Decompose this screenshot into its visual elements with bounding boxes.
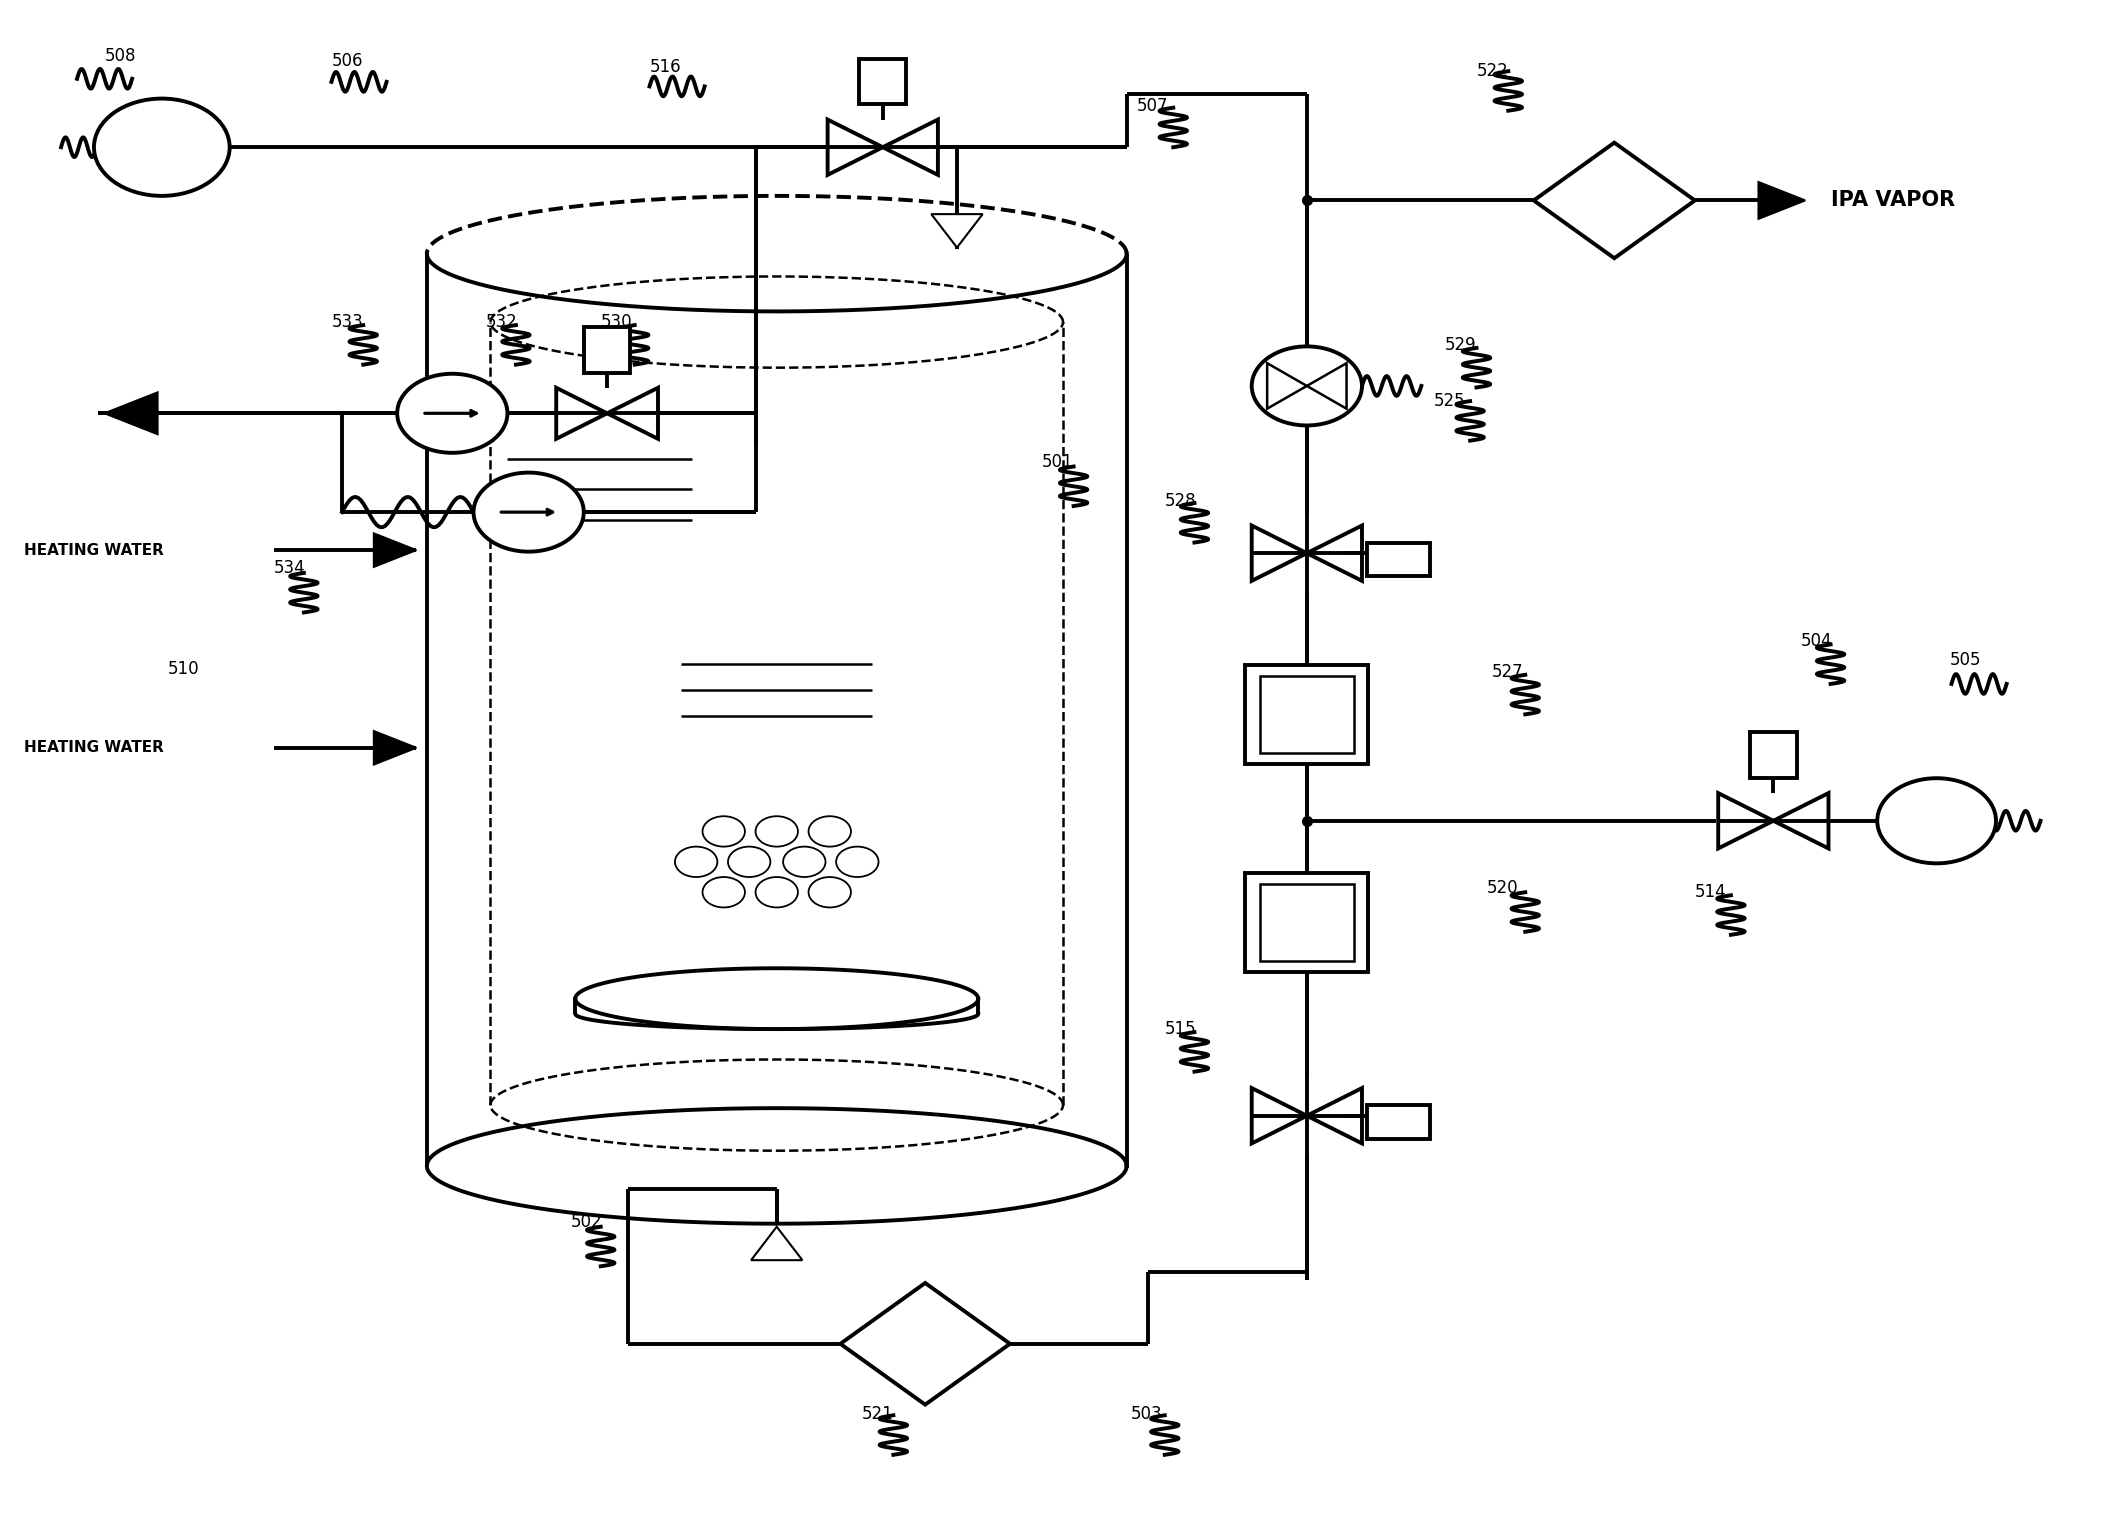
Polygon shape — [1533, 142, 1694, 258]
Bar — [585, 327, 631, 372]
Circle shape — [474, 473, 585, 552]
Circle shape — [836, 847, 878, 877]
Polygon shape — [1307, 525, 1363, 581]
Polygon shape — [1267, 363, 1307, 409]
Circle shape — [674, 847, 716, 877]
Circle shape — [755, 877, 797, 908]
Polygon shape — [557, 388, 608, 439]
Polygon shape — [104, 392, 157, 435]
Circle shape — [1252, 346, 1363, 426]
Circle shape — [727, 847, 770, 877]
Text: 516: 516 — [651, 58, 680, 76]
Text: 534: 534 — [274, 560, 306, 577]
Bar — [859, 58, 906, 104]
Circle shape — [755, 816, 797, 847]
Polygon shape — [1307, 1088, 1363, 1143]
Text: 501: 501 — [1042, 453, 1074, 472]
Text: 532: 532 — [487, 313, 519, 331]
Polygon shape — [1252, 1088, 1307, 1143]
Bar — [1261, 676, 1354, 754]
Text: 503: 503 — [1131, 1405, 1163, 1422]
Polygon shape — [840, 1283, 1010, 1404]
Text: 529: 529 — [1446, 336, 1475, 354]
Text: 504: 504 — [1801, 632, 1833, 650]
Bar — [1246, 665, 1369, 763]
Text: 506: 506 — [332, 52, 364, 70]
Text: 508: 508 — [104, 47, 136, 66]
Text: HEATING WATER: HEATING WATER — [23, 740, 164, 755]
Text: 528: 528 — [1165, 493, 1197, 511]
Polygon shape — [1307, 363, 1346, 409]
Text: 527: 527 — [1490, 662, 1522, 681]
Text: 530: 530 — [602, 313, 631, 331]
Polygon shape — [1773, 794, 1828, 848]
Text: 507: 507 — [1137, 98, 1169, 114]
Text: 502: 502 — [572, 1213, 602, 1231]
Polygon shape — [374, 534, 417, 566]
Circle shape — [702, 816, 744, 847]
Text: 514: 514 — [1694, 884, 1726, 902]
Circle shape — [782, 847, 825, 877]
Circle shape — [94, 99, 230, 195]
Text: 525: 525 — [1435, 392, 1465, 410]
Polygon shape — [827, 119, 882, 175]
Polygon shape — [374, 731, 417, 765]
Bar — [1261, 884, 1354, 961]
Text: 520: 520 — [1486, 879, 1518, 897]
Circle shape — [702, 877, 744, 908]
Bar — [1246, 873, 1369, 972]
Text: 510: 510 — [168, 659, 200, 678]
Text: IPA VAPOR: IPA VAPOR — [1830, 191, 1954, 211]
Polygon shape — [882, 119, 938, 175]
Polygon shape — [931, 214, 982, 247]
Circle shape — [398, 374, 508, 453]
Text: 533: 533 — [332, 313, 364, 331]
Text: HEATING WATER: HEATING WATER — [23, 543, 164, 557]
Polygon shape — [1718, 794, 1773, 848]
Circle shape — [808, 877, 850, 908]
Polygon shape — [608, 388, 657, 439]
Text: 515: 515 — [1165, 1019, 1197, 1038]
Text: 521: 521 — [861, 1405, 893, 1422]
Polygon shape — [1758, 182, 1805, 218]
Text: 505: 505 — [1950, 650, 1981, 668]
Circle shape — [808, 816, 850, 847]
Bar — [1750, 732, 1796, 778]
Circle shape — [1877, 778, 1996, 864]
Bar — [1367, 1105, 1431, 1138]
Bar — [1367, 543, 1431, 575]
Polygon shape — [1252, 525, 1307, 581]
Text: 522: 522 — [1475, 63, 1507, 81]
Polygon shape — [750, 1227, 802, 1260]
